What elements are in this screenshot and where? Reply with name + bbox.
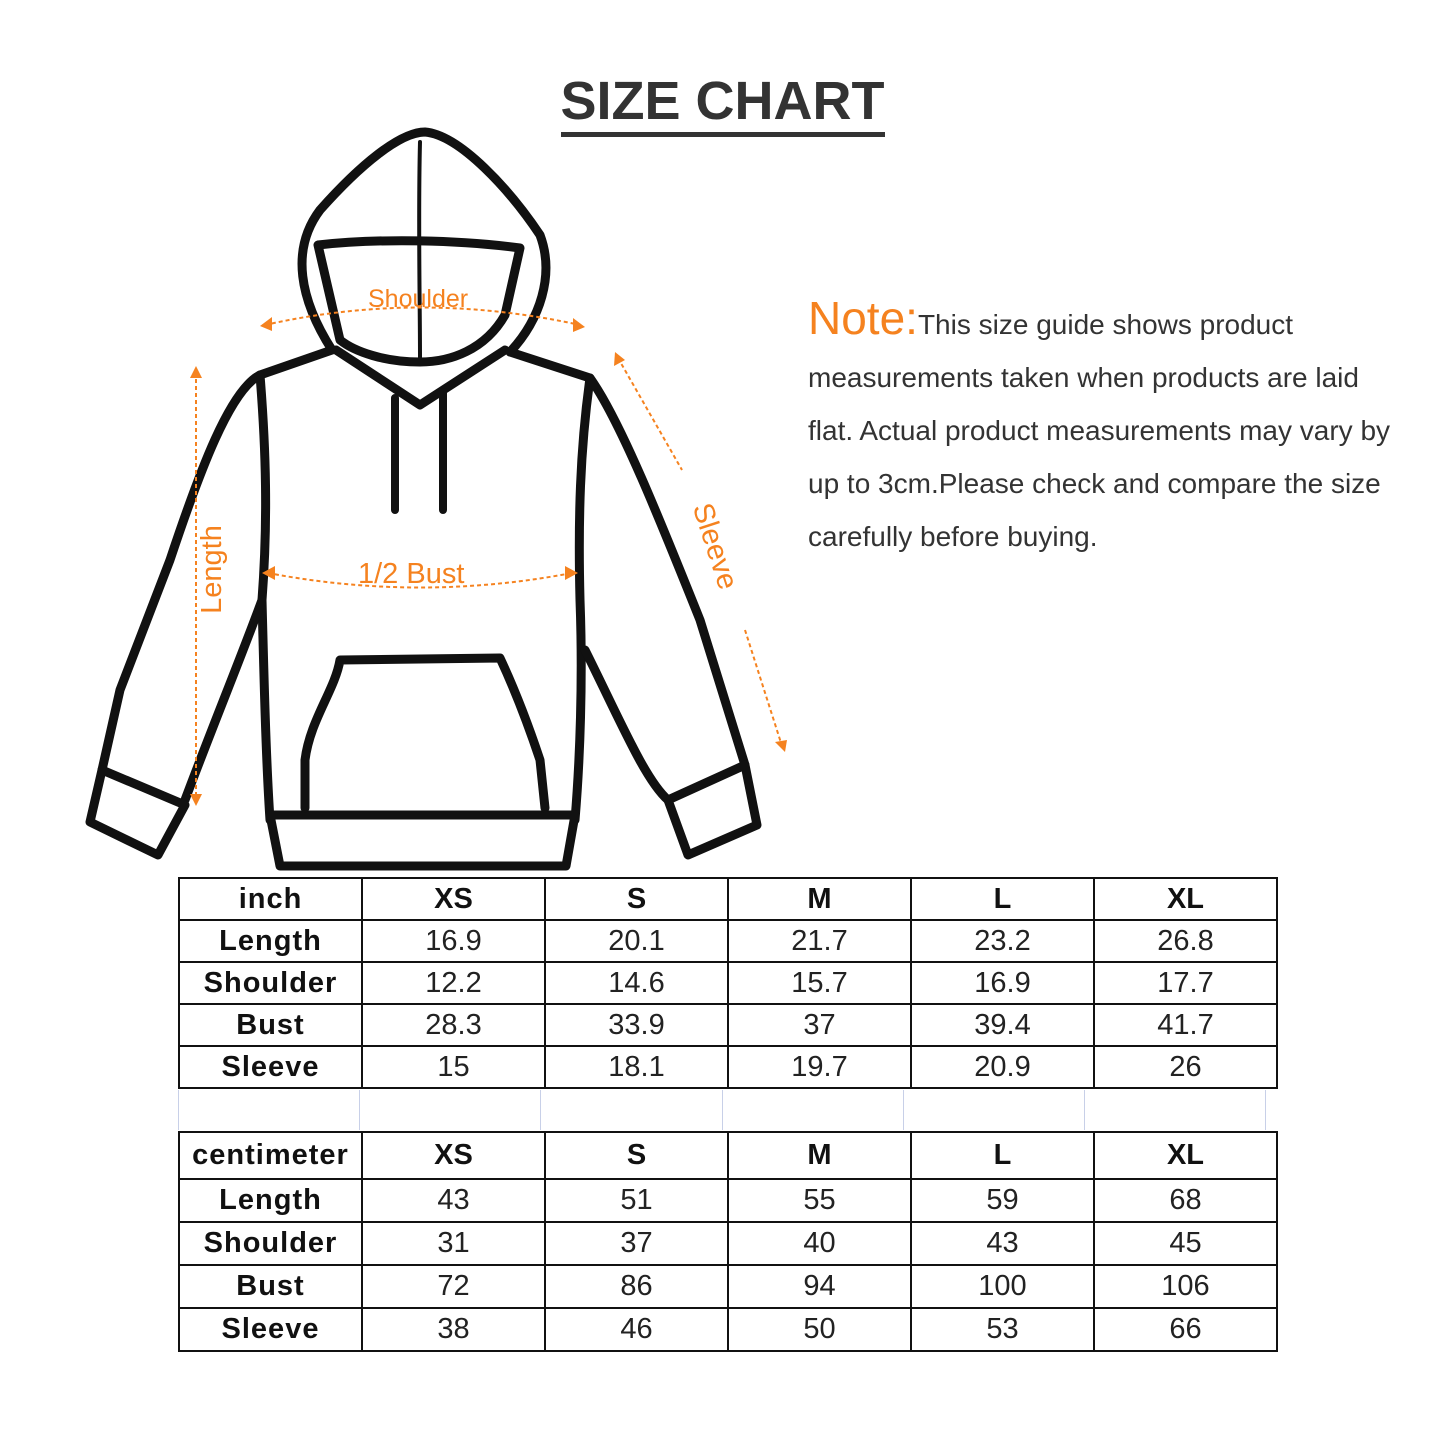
size-header: L [910,877,1095,921]
size-header: XS [361,1131,546,1180]
shoulder-label: Shoulder [368,285,469,313]
cell: 17.7 [1093,961,1278,1005]
cell: 18.1 [544,1045,729,1089]
cell: 19.7 [727,1045,912,1089]
size-header: XL [1093,1131,1278,1180]
cell: 106 [1093,1264,1278,1309]
cell: 23.2 [910,919,1095,963]
page-title: SIZE CHART [0,70,1445,137]
table-row: Length 16.9 20.1 21.7 23.2 26.8 [178,919,1278,963]
length-label: Length [195,525,228,614]
unit-header: inch [178,877,363,921]
cell: 16.9 [361,919,546,963]
cell: 28.3 [361,1003,546,1047]
cell: 53 [910,1307,1095,1352]
table-row: Sleeve 15 18.1 19.7 20.9 26 [178,1045,1278,1089]
cell: 68 [1093,1178,1278,1223]
cell: 37 [727,1003,912,1047]
cell: 100 [910,1264,1095,1309]
cell: 66 [1093,1307,1278,1352]
hoodie-outline-icon [85,127,787,871]
size-header: M [727,1131,912,1180]
centimeter-size-table: centimeter XS S M L XL Length 43 51 55 59 68 … [178,1131,1278,1352]
table-row: Bust 72 86 94 100 106 [178,1264,1278,1309]
unit-header: centimeter [178,1131,363,1180]
size-header: S [544,877,729,921]
note-heading: Note: [808,292,918,344]
cell: 20.1 [544,919,729,963]
cell: 59 [910,1178,1095,1223]
table-row: Bust 28.3 33.9 37 39.4 41.7 [178,1003,1278,1047]
cell: 20.9 [910,1045,1095,1089]
cell: 26.8 [1093,919,1278,963]
cell: 26 [1093,1045,1278,1089]
cell: 55 [727,1178,912,1223]
size-header: XS [361,877,546,921]
row-label: Bust [178,1003,363,1047]
cell: 94 [727,1264,912,1309]
cell: 33.9 [544,1003,729,1047]
cell: 72 [361,1264,546,1309]
table-row: Sleeve 38 46 50 53 66 [178,1307,1278,1352]
cell: 14.6 [544,961,729,1005]
row-label: Shoulder [178,961,363,1005]
cell: 37 [544,1221,729,1266]
cell: 16.9 [910,961,1095,1005]
cell: 40 [727,1221,912,1266]
cell: 38 [361,1307,546,1352]
cell: 43 [361,1178,546,1223]
cell: 15 [361,1045,546,1089]
row-label: Length [178,1178,363,1223]
row-label: Length [178,919,363,963]
row-label: Sleeve [178,1045,363,1089]
cell: 31 [361,1221,546,1266]
size-header: S [544,1131,729,1180]
cell: 41.7 [1093,1003,1278,1047]
cell: 86 [544,1264,729,1309]
cell: 12.2 [361,961,546,1005]
size-header: XL [1093,877,1278,921]
cell: 21.7 [727,919,912,963]
inch-size-table: inch XS S M L XL Length 16.9 20.1 21.7 23.2 2… [178,877,1278,1089]
cell: 43 [910,1221,1095,1266]
cell: 51 [544,1178,729,1223]
size-header: L [910,1131,1095,1180]
size-header: M [727,877,912,921]
table-spacer [178,1090,1267,1130]
cell: 50 [727,1307,912,1352]
table-row: Shoulder 12.2 14.6 15.7 16.9 17.7 [178,961,1278,1005]
cell: 46 [544,1307,729,1352]
note-text: This size guide shows product measuremen… [808,309,1391,552]
table-row: Shoulder 31 37 40 43 45 [178,1221,1278,1266]
row-label: Sleeve [178,1307,363,1352]
cell: 39.4 [910,1003,1095,1047]
table-row: Length 43 51 55 59 68 [178,1178,1278,1223]
table-header-row: inch XS S M L XL [178,877,1278,921]
row-label: Shoulder [178,1221,363,1266]
size-note: Note:This size guide shows product measu… [808,292,1408,563]
cell: 15.7 [727,961,912,1005]
bust-label: 1/2 Bust [358,558,465,590]
table-header-row: centimeter XS S M L XL [178,1131,1278,1180]
row-label: Bust [178,1264,363,1309]
cell: 45 [1093,1221,1278,1266]
